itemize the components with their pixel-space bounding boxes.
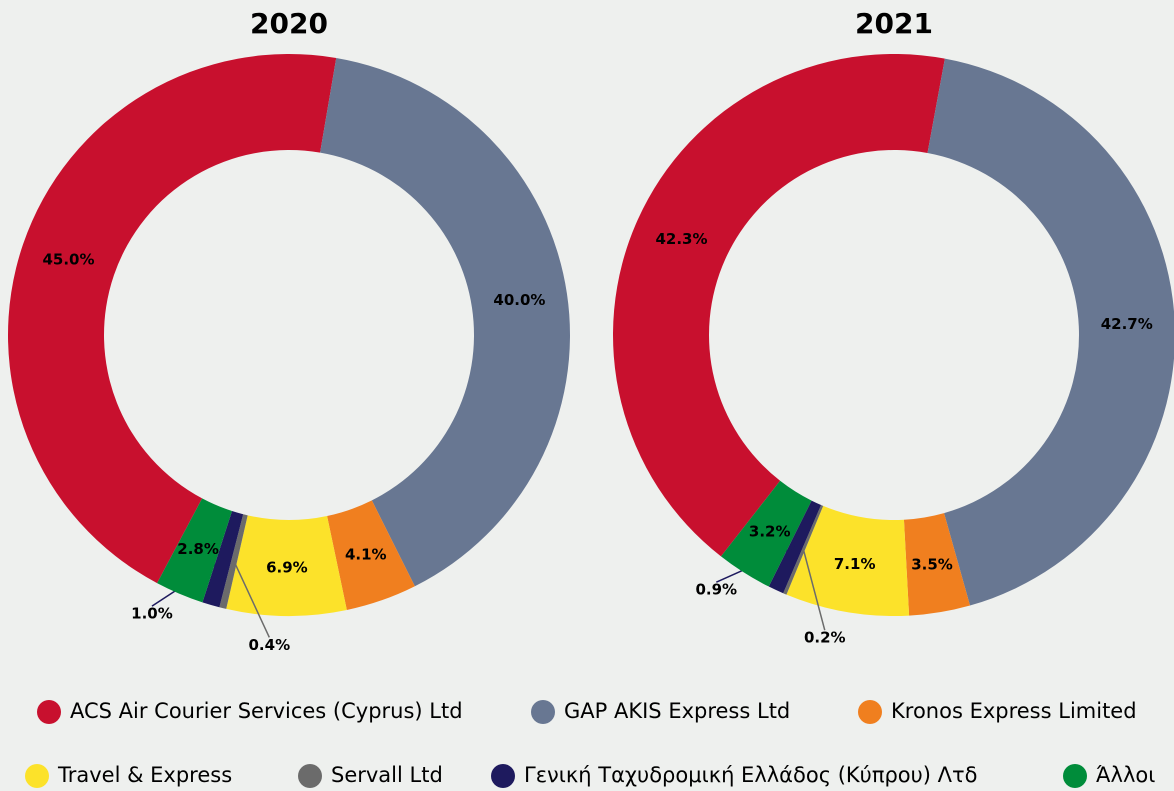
legend-swatch — [858, 700, 882, 724]
value-label: 1.0% — [131, 605, 173, 623]
value-label: 0.9% — [695, 581, 737, 599]
value-label: 45.0% — [42, 250, 94, 268]
donut-segment — [786, 505, 910, 617]
value-label: 3.2% — [749, 523, 791, 541]
leader-line — [802, 549, 826, 631]
value-label: 2.8% — [177, 540, 219, 558]
value-label: 42.3% — [655, 230, 707, 248]
legend-label: Γενική Ταχυδρομική Ελλάδος (Κύπρου) Λτδ — [524, 763, 978, 787]
legend-swatch — [1063, 764, 1087, 788]
value-label: 0.2% — [804, 629, 846, 647]
legend-swatch — [531, 700, 555, 724]
legend-label: Άλλοι — [1096, 763, 1155, 787]
value-label: 3.5% — [911, 555, 953, 573]
value-label: 7.1% — [834, 555, 876, 573]
donut-segment — [8, 54, 337, 584]
donut-segment — [320, 57, 570, 587]
legend-swatch — [298, 764, 322, 788]
legend-label: GAP AKIS Express Ltd — [564, 699, 790, 723]
legend-label: Travel & Express — [57, 763, 232, 787]
chart-title: 2020 — [250, 7, 328, 40]
donut-segment — [327, 500, 415, 610]
donut-segment — [927, 58, 1174, 606]
donut-segment — [613, 54, 945, 557]
legend-swatch — [491, 764, 515, 788]
leader-line — [233, 561, 270, 638]
donut-segment — [720, 480, 812, 587]
legend-label: Kronos Express Limited — [891, 699, 1137, 723]
donut-segment — [157, 498, 233, 603]
legend-label: Servall Ltd — [331, 763, 443, 787]
donut-segment — [219, 514, 248, 609]
donut-segment — [903, 513, 971, 616]
value-label: 4.1% — [345, 545, 387, 563]
value-label: 42.7% — [1101, 315, 1153, 333]
donut-segment — [226, 515, 347, 616]
value-label: 6.9% — [266, 558, 308, 576]
legend-swatch — [37, 700, 61, 724]
legend-label: ACS Air Courier Services (Cyprus) Ltd — [70, 699, 463, 723]
chart-title: 2021 — [855, 7, 933, 40]
legend-swatch — [25, 764, 49, 788]
value-label: 0.4% — [249, 636, 291, 654]
value-label: 40.0% — [493, 291, 545, 309]
